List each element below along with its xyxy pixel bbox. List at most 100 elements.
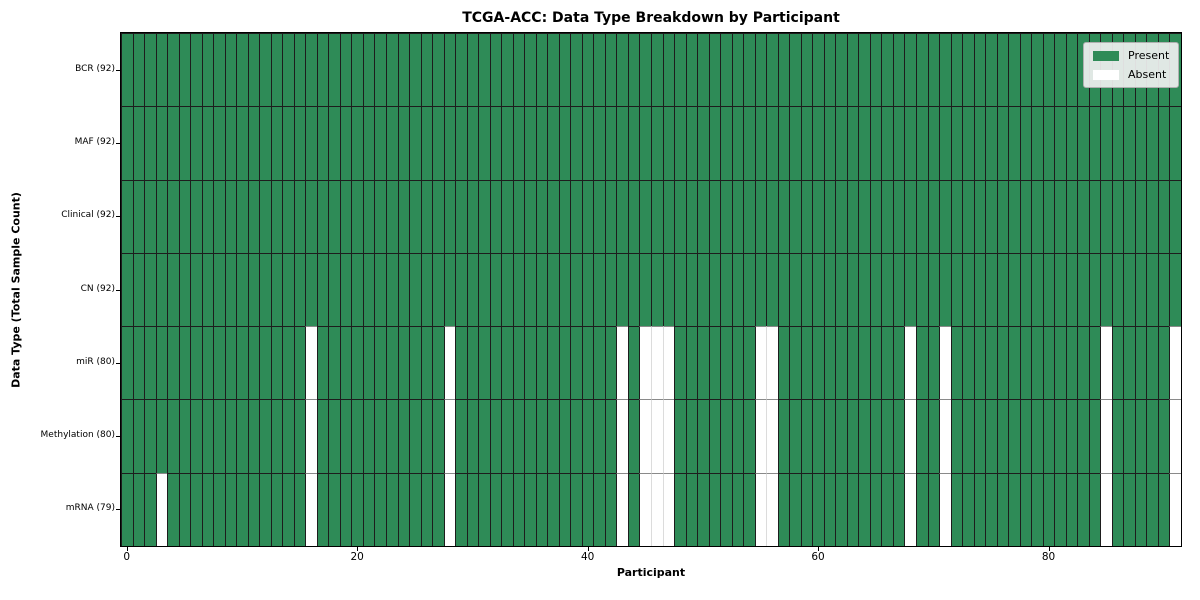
- cell-mRNA-participant-48: [674, 472, 686, 546]
- x-tick-label-60: 60: [811, 551, 825, 563]
- cell-Clinical-participant-71: [939, 179, 951, 253]
- cell-Methylation-participant-69: [915, 399, 928, 473]
- cell-BCR-participant-0: [121, 33, 133, 107]
- cell-BCR-participant-34: [512, 33, 525, 107]
- cell-Methylation-participant-11: [247, 399, 260, 473]
- cell-MAF-participant-71: [939, 106, 951, 180]
- cell-MAF-participant-70: [927, 106, 940, 180]
- x-axis-label: Participant: [616, 566, 686, 579]
- cell-Methylation-participant-55: [754, 399, 767, 473]
- cell-Clinical-participant-86: [1111, 179, 1124, 253]
- cell-mRNA-participant-19: [339, 472, 352, 546]
- cell-miR-participant-60: [812, 326, 824, 400]
- cell-MAF-participant-22: [374, 106, 386, 180]
- cell-Clinical-participant-77: [1008, 179, 1020, 253]
- cell-CN-participant-70: [927, 252, 940, 327]
- cell-CN-participant-68: [904, 252, 916, 327]
- cell-BCR-participant-18: [328, 33, 340, 107]
- cell-miR-participant-54: [743, 326, 755, 400]
- cell-MAF-participant-32: [489, 106, 502, 180]
- cell-MAF-participant-36: [535, 106, 548, 180]
- cell-MAF-participant-21: [362, 106, 375, 180]
- cell-miR-participant-85: [1100, 326, 1112, 400]
- cell-Clinical-participant-91: [1169, 179, 1181, 253]
- cell-CN-participant-33: [501, 252, 513, 327]
- cell-miR-participant-63: [846, 326, 859, 400]
- cell-Methylation-participant-39: [570, 399, 582, 473]
- cell-Methylation-participant-37: [547, 399, 559, 473]
- cell-MAF-participant-85: [1100, 106, 1112, 180]
- y-tick-mark: [116, 142, 120, 144]
- cell-MAF-participant-46: [650, 106, 663, 180]
- cell-Methylation-participant-19: [339, 399, 352, 473]
- absent-swatch-icon: [1093, 69, 1119, 80]
- cell-Methylation-participant-29: [455, 399, 467, 473]
- cell-miR-participant-33: [501, 326, 513, 400]
- cell-mRNA-participant-45: [639, 472, 651, 546]
- cell-miR-participant-84: [1088, 326, 1101, 400]
- x-tick-label-80: 80: [1041, 551, 1056, 563]
- cell-Clinical-participant-5: [178, 179, 191, 253]
- cell-Clinical-participant-7: [201, 179, 214, 253]
- cell-mRNA-participant-18: [328, 472, 340, 546]
- cell-Methylation-participant-82: [1065, 399, 1078, 473]
- cell-MAF-participant-40: [581, 106, 594, 180]
- legend: Present Absent: [1083, 42, 1180, 88]
- cell-BCR-participant-7: [201, 33, 214, 107]
- cell-Methylation-participant-83: [1077, 399, 1089, 473]
- cell-miR-participant-40: [581, 326, 594, 400]
- cell-mRNA-participant-70: [927, 472, 940, 546]
- cell-Clinical-participant-9: [224, 179, 237, 253]
- cell-miR-participant-91: [1169, 326, 1181, 400]
- cell-Clinical-participant-20: [351, 179, 363, 253]
- cell-MAF-participant-79: [1031, 106, 1043, 180]
- cell-MAF-participant-64: [858, 106, 870, 180]
- cell-mRNA-participant-60: [812, 472, 824, 546]
- cell-Clinical-participant-64: [858, 179, 870, 253]
- cell-BCR-participant-55: [754, 33, 767, 107]
- cell-Clinical-participant-81: [1054, 179, 1066, 253]
- cell-MAF-participant-47: [662, 106, 675, 180]
- cell-CN-participant-40: [581, 252, 594, 327]
- cell-CN-participant-81: [1054, 252, 1066, 327]
- cell-CN-participant-41: [593, 252, 605, 327]
- cell-Clinical-participant-41: [593, 179, 605, 253]
- cell-BCR-participant-2: [144, 33, 156, 107]
- cell-mRNA-participant-83: [1077, 472, 1089, 546]
- cell-MAF-participant-18: [328, 106, 340, 180]
- cell-Clinical-participant-46: [650, 179, 663, 253]
- cell-Methylation-participant-24: [397, 399, 410, 473]
- cell-BCR-participant-49: [685, 33, 698, 107]
- cell-CN-participant-74: [973, 252, 986, 327]
- cell-BCR-participant-13: [270, 33, 283, 107]
- cell-miR-participant-86: [1111, 326, 1124, 400]
- cell-MAF-participant-59: [800, 106, 813, 180]
- cell-mRNA-participant-65: [869, 472, 882, 546]
- cell-mRNA-participant-0: [121, 472, 133, 546]
- cell-BCR-participant-74: [973, 33, 986, 107]
- cell-MAF-participant-73: [962, 106, 974, 180]
- cell-mRNA-participant-47: [662, 472, 675, 546]
- cell-BCR-participant-66: [881, 33, 893, 107]
- cell-Clinical-participant-38: [558, 179, 571, 253]
- cell-miR-participant-12: [259, 326, 271, 400]
- cell-MAF-participant-3: [155, 106, 168, 180]
- cell-Clinical-participant-69: [915, 179, 928, 253]
- cell-mRNA-participant-75: [985, 472, 997, 546]
- cell-Methylation-participant-68: [904, 399, 916, 473]
- cell-BCR-participant-17: [316, 33, 329, 107]
- cell-miR-participant-46: [650, 326, 663, 400]
- cell-miR-participant-45: [639, 326, 651, 400]
- cell-BCR-participant-69: [915, 33, 928, 107]
- cell-miR-participant-55: [754, 326, 767, 400]
- cell-MAF-participant-52: [720, 106, 732, 180]
- cell-CN-participant-67: [892, 252, 905, 327]
- cell-mRNA-participant-63: [846, 472, 859, 546]
- cell-Clinical-participant-74: [973, 179, 986, 253]
- cell-mRNA-participant-77: [1008, 472, 1020, 546]
- cell-Methylation-participant-56: [766, 399, 778, 473]
- cell-Clinical-participant-80: [1042, 179, 1055, 253]
- cell-miR-participant-10: [236, 326, 248, 400]
- cell-MAF-participant-82: [1065, 106, 1078, 180]
- cell-CN-participant-11: [247, 252, 260, 327]
